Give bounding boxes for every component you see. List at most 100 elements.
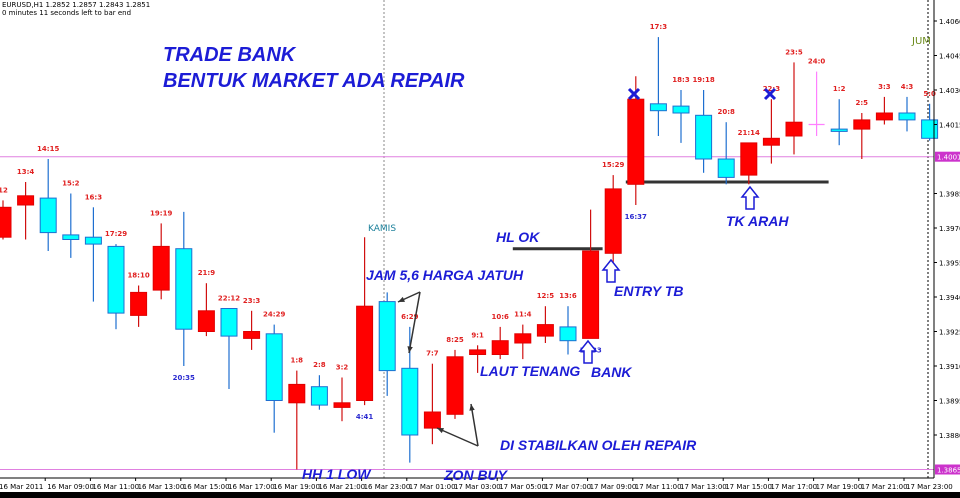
y-tick-label: 1.3970 <box>939 225 960 233</box>
candle-body <box>220 308 238 337</box>
pointer-arrow-icon <box>408 291 421 354</box>
candle-time-label: 1:8 <box>291 357 304 365</box>
y-tick-label: 1.3985 <box>939 191 960 199</box>
candle-time-label: 18:3 <box>672 76 690 84</box>
annotation-jam: JAM 5,6 HARGA JATUH <box>366 267 524 283</box>
annotation-zon-buy: ZON BUY <box>444 467 507 483</box>
candle-body <box>0 206 12 238</box>
candle-body <box>627 98 645 185</box>
up-arrow-icon <box>578 339 598 364</box>
price-label: 1.3865 <box>937 467 960 475</box>
candle-time-label: 6:29 <box>401 313 419 321</box>
candle-time-label: 23:3 <box>243 297 261 305</box>
annotation-laut-tenang: LAUT TENANG <box>480 363 581 379</box>
price-label-box <box>935 151 960 162</box>
candle-body <box>446 356 464 415</box>
candle-time-label: 21:14 <box>738 129 760 137</box>
candle-time-label: 4:41 <box>356 413 374 421</box>
day-label-kamis: KAMIS <box>368 224 397 234</box>
up-arrow-icon <box>601 258 621 283</box>
x-tick-label: 17 Mar 09:00 <box>590 483 637 491</box>
candle-time-label: 11:4 <box>514 311 532 319</box>
candle-time-label: 3:3 <box>878 83 891 91</box>
annotation-di-stabilkan: DI STABILKAN OLEH REPAIR <box>500 437 697 453</box>
y-tick-label: 1.4045 <box>939 53 960 61</box>
candle-time-label: 2:5 <box>856 99 869 107</box>
candle-body <box>423 411 441 429</box>
candle-body <box>875 112 893 121</box>
y-tick-label: 1.4030 <box>939 87 960 95</box>
candle-time-label: 4:3 <box>901 83 914 91</box>
y-tick-label: 1.4060 <box>939 18 960 26</box>
annotation-title: TRADE BANK <box>163 44 296 66</box>
candle-body <box>853 119 871 130</box>
candle-time-label: 12 <box>0 186 8 194</box>
candle-time-label: 16:37 <box>625 213 647 221</box>
candle-time-label: 3:2 <box>336 364 349 372</box>
price-label: 1.4001 <box>937 154 960 162</box>
candle-time-label: 9:1 <box>471 331 484 339</box>
candle-body <box>695 114 713 160</box>
pointer-arrow-icon <box>436 427 479 447</box>
candle-time-label: 10:6 <box>491 313 509 321</box>
y-tick-label: 1.3895 <box>939 398 960 406</box>
x-tick-label: 17 Mar 17:00 <box>770 483 817 491</box>
symbol-ohlc-header: EURUSD,H1 1.2852 1.2857 1.2843 1.2851 <box>2 1 151 9</box>
candle-time-label: 14:15 <box>37 145 59 153</box>
candle-body <box>152 245 170 291</box>
candle-time-label: 17:29 <box>105 230 127 238</box>
x-tick-label: 16 Mar 09:00 <box>47 483 94 491</box>
candle-time-label: 5:0 <box>923 90 936 98</box>
candle-body <box>740 142 758 176</box>
arrow-head-icon <box>407 346 413 353</box>
x-tick-label: 16 Mar 23:00 <box>364 483 411 491</box>
candle-time-label: 13:4 <box>17 168 35 176</box>
arrow-head-icon <box>437 428 444 434</box>
candle-body <box>514 333 532 344</box>
x-tick-label: 17 Mar 07:00 <box>544 483 591 491</box>
candle-body <box>672 105 690 114</box>
bar-timer: 0 minutes 11 seconds left to bar end <box>2 9 132 17</box>
candle-time-label: 23:5 <box>785 48 803 56</box>
y-tick-label: 1.3910 <box>939 363 960 371</box>
x-tick-label: 17 Mar 15:00 <box>725 483 772 491</box>
candle-time-label: 1:2 <box>833 85 846 93</box>
candle-time-label: 22:3 <box>763 85 781 93</box>
candle-body <box>921 119 939 139</box>
candle-body <box>243 331 261 339</box>
candle-body <box>830 128 848 132</box>
candle-time-label: 20:8 <box>717 108 735 116</box>
candle-time-label: 17:3 <box>650 23 668 31</box>
candle-time-label: 19:18 <box>692 76 714 84</box>
annotation-hl-ok: HL OK <box>496 229 540 245</box>
annotation-entry-tb: ENTRY TB <box>614 283 684 299</box>
candle-time-label: 8:25 <box>446 336 464 344</box>
annotation-tk-arah: TK ARAH <box>726 213 789 229</box>
x-tick-label: 16 Mar 19:00 <box>273 483 320 491</box>
bottom-bar <box>0 492 960 498</box>
candle-body <box>491 340 509 356</box>
candle-body <box>582 250 600 339</box>
candle-time-label: 15:29 <box>602 161 624 169</box>
candle-time-label: 22:12 <box>218 295 240 303</box>
x-tick-label: 17 Mar 01:00 <box>409 483 456 491</box>
x-tick-label: 16 Mar 13:00 <box>138 483 185 491</box>
candle-body <box>401 367 419 436</box>
y-tick-label: 1.3925 <box>939 329 960 337</box>
x-tick-label: 16 Mar 11:00 <box>92 483 139 491</box>
arrow-head-icon <box>469 404 475 411</box>
candle-body <box>17 195 35 206</box>
annotation-bank: BANK <box>591 364 632 380</box>
candle-body <box>378 301 396 372</box>
y-tick-label: 1.3940 <box>939 294 960 302</box>
candle-time-label: 13:6 <box>559 292 577 300</box>
x-mark-icon <box>763 87 777 101</box>
candle-time-label: 19:19 <box>150 209 172 217</box>
candle-body <box>310 386 328 406</box>
price-label-box <box>935 464 960 475</box>
candle-time-label: 20:35 <box>173 374 195 382</box>
x-tick-label: 16 Mar 15:00 <box>183 483 230 491</box>
pointer-arrow-icon <box>470 403 479 447</box>
x-tick-label: 17 Mar 13:00 <box>680 483 727 491</box>
